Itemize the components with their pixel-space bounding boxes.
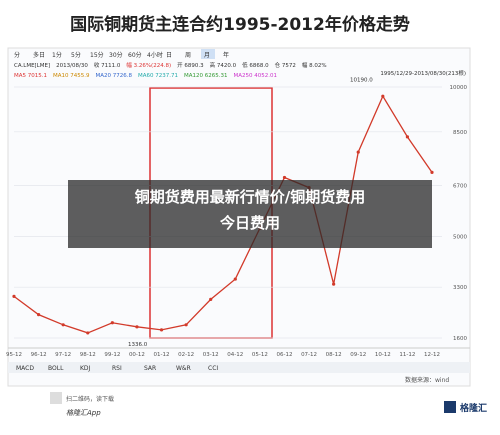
point — [405, 135, 410, 139]
tab[interactable]: SAR — [144, 365, 156, 372]
point — [135, 325, 139, 329]
x-tick-label: 11-12 — [399, 352, 415, 358]
info: 2013/08/30 — [56, 63, 88, 69]
toolbar-item[interactable]: 月 — [204, 52, 210, 59]
ma: MA20 7726.8 — [96, 73, 133, 79]
toolbar-item[interactable]: 5分 — [71, 51, 81, 59]
banner — [68, 180, 432, 248]
info: 高 7420.0 — [210, 61, 237, 69]
toolbar-item[interactable]: 多日 — [33, 51, 45, 59]
scan: 扫二维码，读下载 — [66, 395, 114, 403]
toolbar-item[interactable]: 4小时 — [147, 51, 163, 59]
x-tick-label: 01-12 — [154, 352, 170, 358]
point — [184, 323, 188, 327]
ma: MA5 7015.1 — [14, 73, 47, 79]
point — [381, 94, 385, 98]
point — [282, 175, 287, 180]
x-tick-label: 10-12 — [375, 352, 391, 358]
price-line — [13, 94, 433, 334]
y-tick-label: 5000 — [453, 234, 467, 240]
toolbar-item[interactable]: 周 — [185, 52, 191, 59]
info: CA.LME[LME] — [14, 63, 50, 69]
info: 仓 7572 — [275, 61, 296, 69]
info: 幅 8.02% — [302, 61, 327, 69]
toolbar-item[interactable]: 60分 — [128, 51, 142, 59]
banner-text: 铜期货费用最新行情价/铜期货费用 — [135, 188, 365, 206]
tab[interactable]: MACD — [16, 365, 34, 372]
source: 数据来源：wind — [405, 376, 449, 384]
tab[interactable]: BOLL — [48, 365, 64, 372]
tab[interactable]: CCI — [208, 365, 218, 372]
x-tick-label: 07-12 — [301, 352, 317, 358]
x-tick-label: 95-12 — [6, 352, 22, 358]
point — [332, 282, 336, 286]
toolbar-item[interactable]: 15分 — [90, 51, 104, 59]
x-tick-label: 08-12 — [326, 352, 342, 358]
tab[interactable]: KDJ — [80, 365, 91, 372]
point — [110, 321, 114, 325]
annotation: 10190.0 — [350, 77, 373, 83]
x-tick-label: 04-12 — [227, 352, 243, 358]
point — [36, 313, 41, 317]
info: 低 6868.0 — [242, 61, 269, 69]
x-tick-label: 12-12 — [424, 352, 440, 358]
title: 国际铜期货主连合约1995-2012年价格走势 — [70, 14, 410, 35]
tab[interactable]: RSI — [112, 365, 122, 372]
app: 格隆汇App — [66, 409, 101, 417]
x-tick-label: 05-12 — [252, 352, 268, 358]
qr — [50, 392, 62, 404]
ma: MA250 4052.01 — [234, 73, 278, 79]
toolbar-item[interactable]: 30分 — [109, 51, 123, 59]
logo: 格隆汇 — [460, 402, 487, 414]
logo-icon — [444, 401, 456, 413]
point — [356, 150, 360, 154]
point — [61, 323, 65, 327]
x-tick-label: 06-12 — [276, 352, 292, 358]
x-tick-label: 02-12 — [178, 352, 194, 358]
x-tick-label: 96-12 — [31, 352, 47, 358]
toolbar-item[interactable]: 1分 — [52, 51, 62, 59]
point — [209, 297, 213, 301]
banner-text: 今日费用 — [219, 214, 280, 232]
tab-bar — [8, 362, 470, 373]
x-tick-label: 99-12 — [104, 352, 120, 358]
x-tick-label: 97-12 — [55, 352, 71, 358]
tab-active — [201, 49, 215, 59]
y-tick-label: 8500 — [453, 130, 467, 136]
ma: MA60 7237.71 — [138, 73, 178, 79]
toolbar-item[interactable]: 日 — [166, 52, 172, 59]
info: 幅 3.26%(224.8) — [126, 61, 171, 69]
annotation: 1336.0 — [128, 342, 148, 348]
info: 收 7111.0 — [94, 61, 121, 69]
y-tick-label: 1600 — [453, 336, 467, 342]
point — [86, 331, 90, 335]
point — [430, 170, 434, 174]
x-tick-label: 98-12 — [80, 352, 96, 358]
y-tick-label: 3300 — [453, 285, 467, 291]
x-tick-label: 00-12 — [129, 352, 145, 358]
toolbar-item[interactable]: 分 — [14, 51, 20, 59]
point — [12, 294, 16, 298]
tab[interactable]: W&R — [176, 365, 191, 372]
point — [233, 277, 237, 281]
info: 开 6890.3 — [177, 62, 204, 69]
range: 1995/12/29-2013/08/30(213根) — [380, 69, 466, 77]
ma: MA120 6265.31 — [184, 73, 228, 79]
x-tick-label: 09-12 — [350, 352, 366, 358]
toolbar-item[interactable]: 年 — [223, 51, 229, 59]
x-tick-label: 03-12 — [203, 352, 219, 358]
y-tick-label: 6700 — [453, 184, 467, 190]
ma: MA10 7455.9 — [53, 73, 90, 79]
point — [159, 328, 164, 332]
y-tick-label: 10000 — [450, 85, 468, 91]
